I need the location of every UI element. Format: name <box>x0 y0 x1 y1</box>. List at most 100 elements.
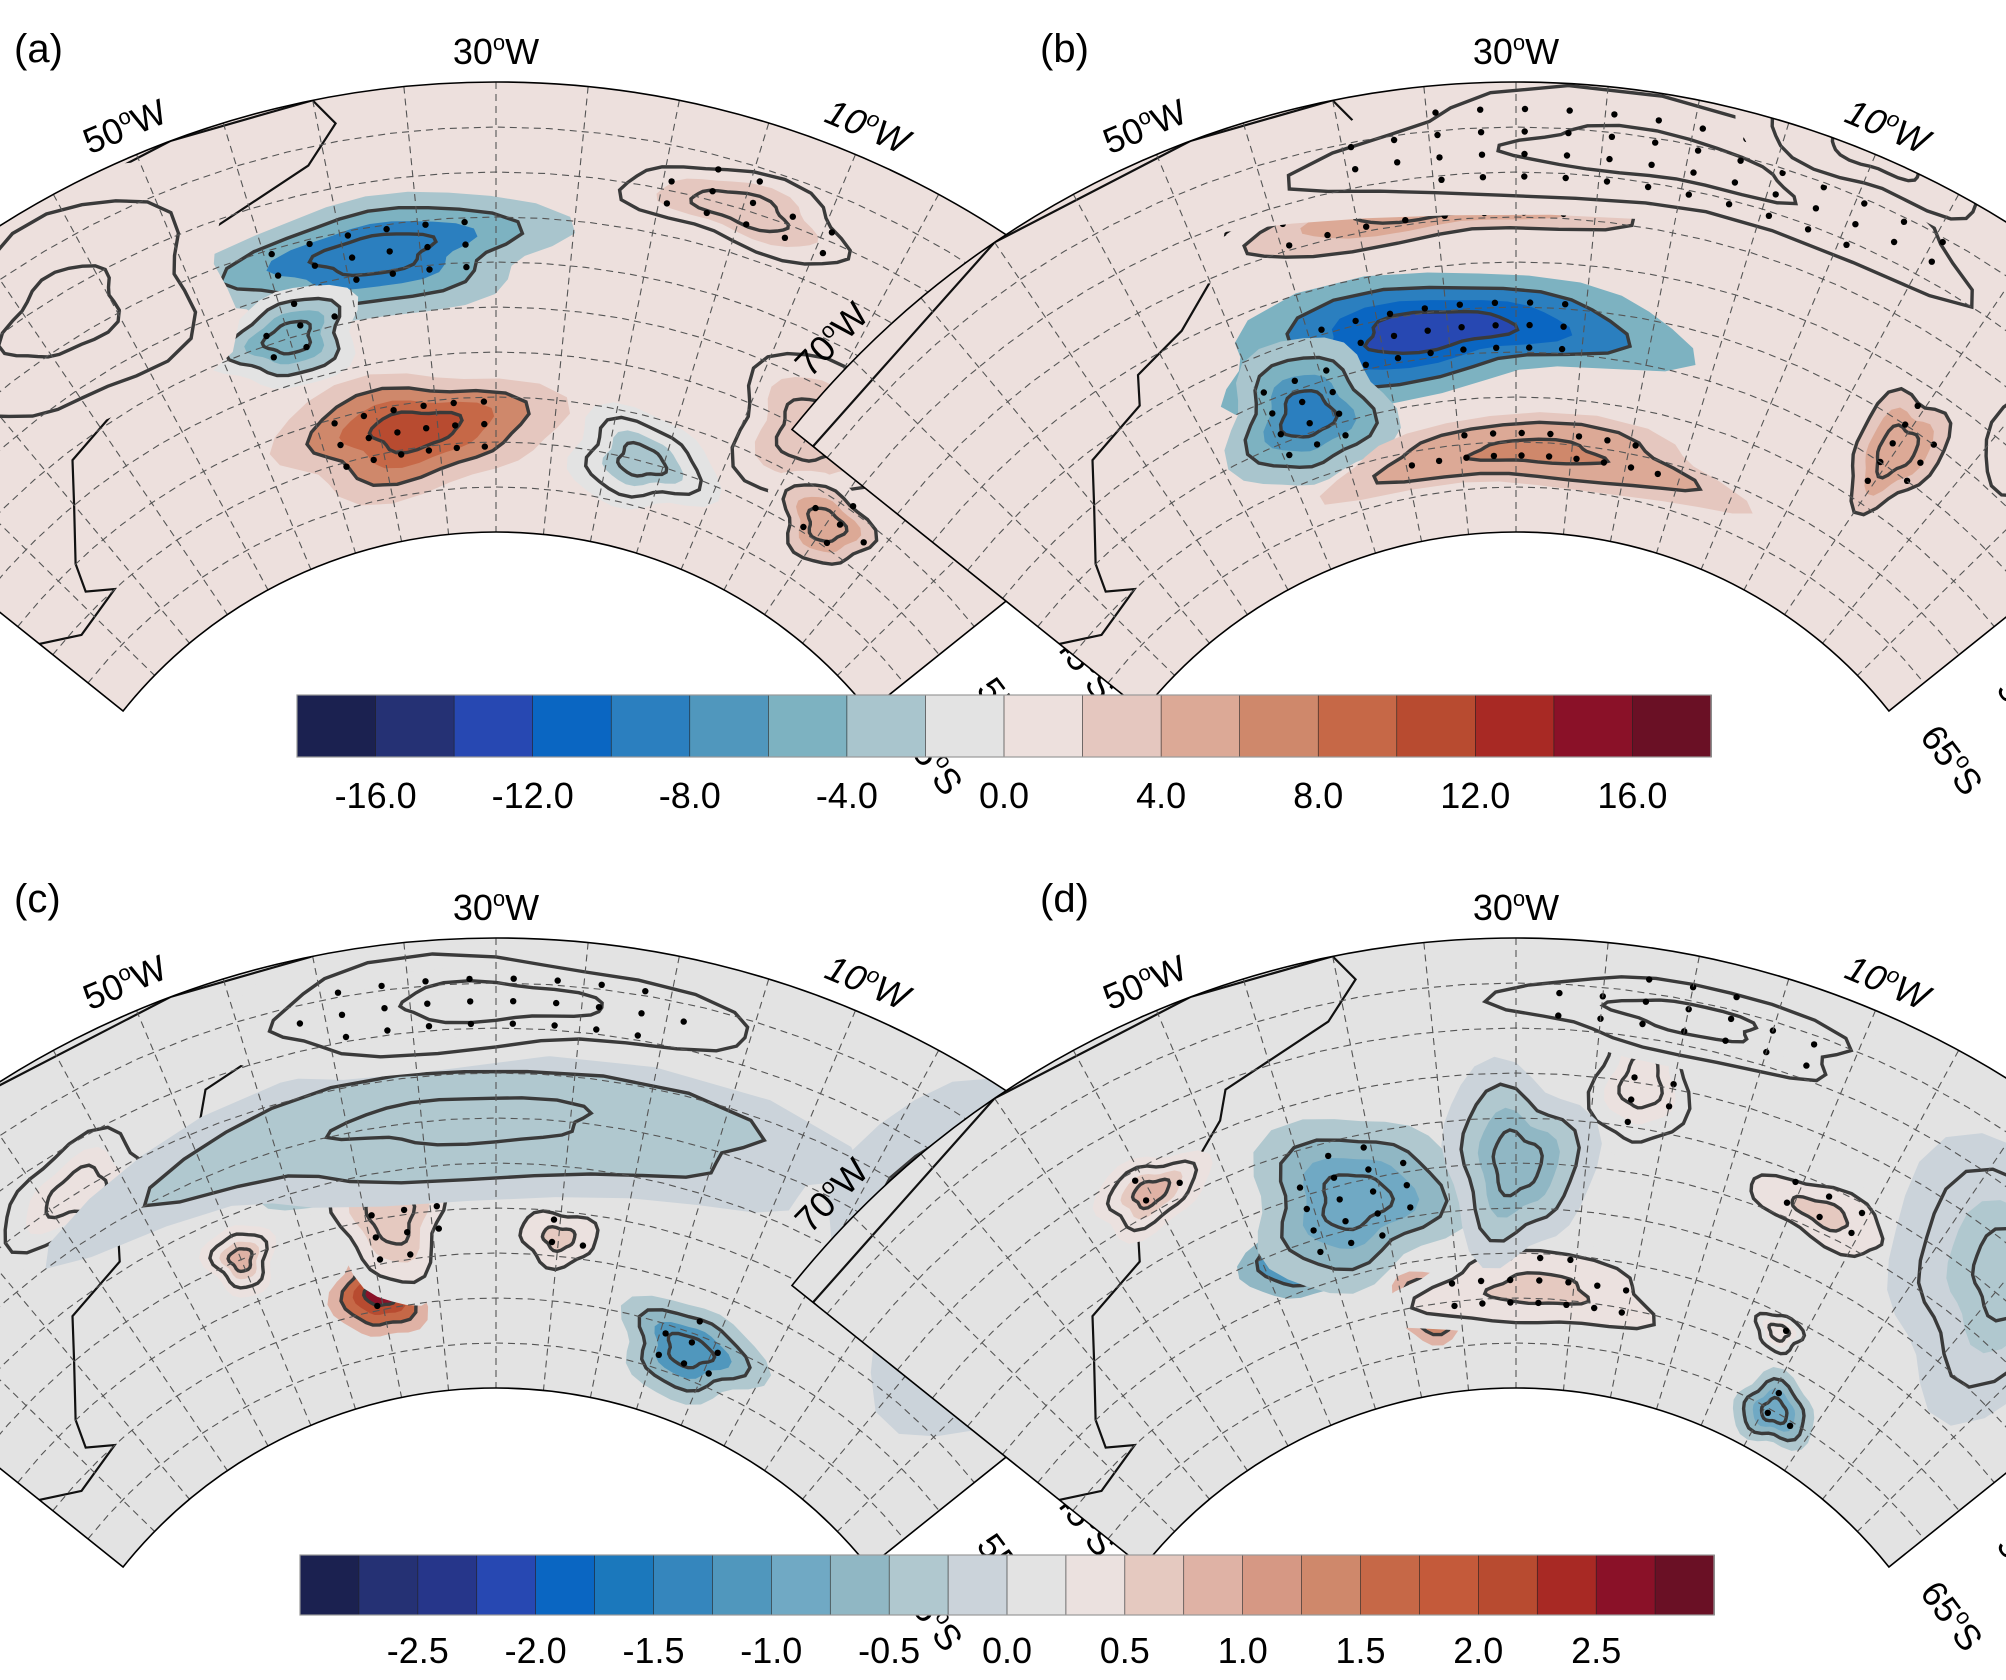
stipple-dot <box>384 1027 391 1034</box>
significance-stipple <box>663 166 836 257</box>
stipple-dot <box>1864 477 1872 484</box>
latitude-label: 65oS <box>1913 717 1992 803</box>
stipple-dot <box>338 1011 346 1018</box>
anomaly-region <box>576 153 887 285</box>
stipple-dot <box>1563 1301 1570 1309</box>
contour-line <box>615 440 669 478</box>
meridian <box>1609 956 1700 1398</box>
colorbar-bin <box>925 694 1005 758</box>
stipple-dot <box>1435 457 1443 465</box>
stipple-dot <box>1731 179 1739 186</box>
stipple-dot <box>1690 169 1697 176</box>
anomaly-region <box>1726 1162 1904 1272</box>
stipple-dot <box>1861 200 1868 207</box>
colorbar-tick-label: -12.0 <box>492 775 574 816</box>
map-panel-b: (b)70oW50oW30oW10oW10oE25oS35oS45oS55oS6… <box>787 27 2006 803</box>
meridian <box>403 86 450 535</box>
stipple-dot <box>1286 242 1293 249</box>
parallel <box>1002 1207 2006 1455</box>
contour-line <box>1466 437 1611 466</box>
stipple-dot <box>1479 1300 1486 1307</box>
stipple-dot <box>1489 430 1497 437</box>
significance-stipple <box>1296 1144 1414 1256</box>
stipple-dot <box>348 254 356 261</box>
meridian <box>1700 1010 1876 1426</box>
colorbar-tick-label: 0.0 <box>982 1630 1032 1671</box>
colorbar-bin <box>1654 1554 1715 1616</box>
colorbar-bin <box>1632 694 1712 758</box>
stipple-dot <box>743 221 750 228</box>
stipple-dot <box>1335 410 1343 417</box>
stipple-dot <box>1644 183 1652 191</box>
stipple-dot <box>1694 147 1702 154</box>
meridian <box>1332 956 1423 1398</box>
parallel <box>1107 1342 1925 1540</box>
stipple-dot <box>331 313 338 320</box>
colorbar-top: -16.0 -12.0 -8.0 -4.0 0.0 4.0 8.0 12.0 16.0 <box>296 694 1712 816</box>
stipple-dot <box>297 322 304 329</box>
stipple-dot <box>1782 1327 1790 1335</box>
meridian <box>723 194 940 591</box>
anomaly-region <box>566 402 722 510</box>
colorbar-tick-label: 0.5 <box>1100 1630 1150 1671</box>
stipple-dot <box>1560 323 1567 330</box>
stipple-dot <box>1843 241 1850 248</box>
colorbar-bin <box>476 1554 537 1616</box>
stipple-dot <box>383 225 390 233</box>
colorbar-bin <box>1360 1554 1421 1616</box>
colorbar-bin <box>1553 694 1634 758</box>
stipple-dot <box>812 504 819 512</box>
stipple-dot <box>709 188 716 195</box>
contour-line <box>1362 309 1520 356</box>
stipple-dot <box>1655 117 1663 124</box>
stipple-dot <box>1142 1197 1150 1204</box>
contour-line <box>1599 998 1759 1044</box>
contour-line <box>397 978 604 1025</box>
stipple-dot <box>1507 1299 1514 1306</box>
stipple-dot <box>1325 1152 1332 1160</box>
stipple-dot <box>553 999 560 1007</box>
map-content <box>791 938 2006 1568</box>
meridian <box>994 1098 1248 1471</box>
anomaly-region <box>193 938 834 1082</box>
stipple-dot <box>368 1212 375 1219</box>
colorbar-bin <box>610 694 691 758</box>
parallel <box>87 486 905 684</box>
contour-line <box>781 483 879 566</box>
parallel <box>1037 1252 1995 1483</box>
stipple-dot <box>467 998 474 1005</box>
anomaly-region <box>1092 1150 1213 1244</box>
stipple-dot <box>334 989 342 996</box>
stipple-dot <box>463 263 470 271</box>
map-panel-d: (d)70oW50oW30oW10oW10oE25oS35oS45oS55oS6… <box>787 877 2006 1659</box>
stipple-dot <box>263 332 270 340</box>
stipple-dot <box>1608 133 1616 140</box>
stipple-dot <box>595 1004 603 1011</box>
meridian <box>0 1153 190 1500</box>
stipple-dot <box>386 248 393 255</box>
meridian <box>680 1010 856 1426</box>
stipple-dot <box>1733 993 1740 1001</box>
stipple-dot <box>1786 1422 1794 1430</box>
stipple-dot <box>462 241 469 248</box>
stipple-dot <box>1438 176 1445 183</box>
longitude-label: 30oW <box>453 886 539 928</box>
anomaly-region <box>45 1055 866 1269</box>
parallel <box>87 1342 905 1540</box>
stipple-dot <box>1631 1074 1638 1081</box>
stipple-dot <box>849 503 857 510</box>
stipple-dot <box>1317 1248 1324 1256</box>
stipple-dot <box>365 434 372 442</box>
colorbar-bottom: -2.5 -2.0 -1.5 -1.0 -0.5 0.0 0.5 1.0 1.5 2.0 2.5 <box>299 1554 1715 1671</box>
stipple-dot <box>1646 976 1653 983</box>
stipple-dot <box>311 262 319 269</box>
stipple-dot <box>1390 332 1398 340</box>
contour-fill <box>1132 1179 1170 1209</box>
meridian <box>589 100 680 542</box>
stipple-dot <box>598 981 605 988</box>
stipple-dot <box>389 270 396 277</box>
stipple-dot <box>1424 327 1431 334</box>
meridian <box>52 194 269 591</box>
colorbar-bin <box>1478 1554 1539 1616</box>
stipple-dot <box>680 1018 687 1025</box>
